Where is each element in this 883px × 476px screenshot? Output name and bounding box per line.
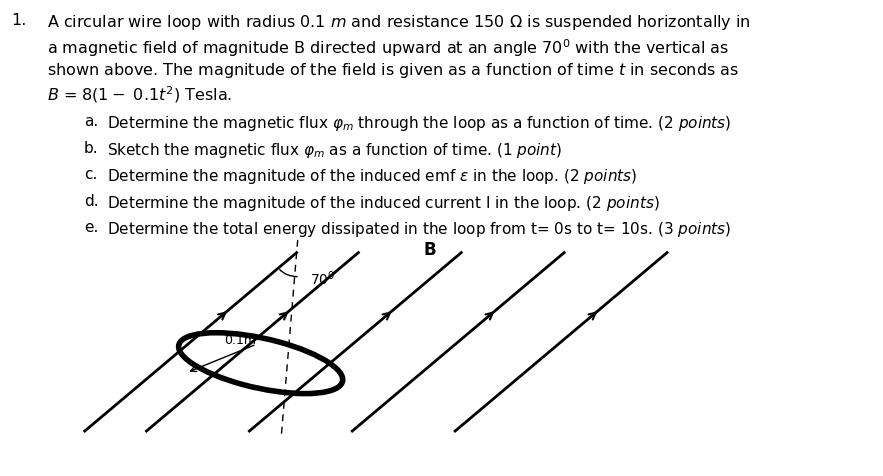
Text: Determine the total energy dissipated in the loop from t= 0s to t= 10s. $\mathit: Determine the total energy dissipated in… bbox=[107, 220, 731, 239]
Text: B: B bbox=[423, 241, 435, 259]
Text: 1.: 1. bbox=[11, 13, 26, 28]
Text: 0.1m: 0.1m bbox=[223, 333, 255, 346]
Text: a.: a. bbox=[84, 114, 98, 129]
Text: b.: b. bbox=[84, 140, 98, 156]
Text: A circular wire loop with radius $\mathit{0.1\ m}$ and resistance $\mathit{150\ : A circular wire loop with radius $\mathi… bbox=[47, 13, 751, 32]
Text: Determine the magnetic flux $\varphi_{m}$ through the loop as a function of time: Determine the magnetic flux $\varphi_{m}… bbox=[107, 114, 731, 133]
Text: d.: d. bbox=[84, 194, 98, 208]
Text: Sketch the magnetic flux $\varphi_{m}$ as a function of time. $\mathit{(1\ point: Sketch the magnetic flux $\varphi_{m}$ a… bbox=[107, 140, 562, 159]
Text: Determine the magnitude of the induced current I in the loop. $\mathit{(2\ point: Determine the magnitude of the induced c… bbox=[107, 194, 660, 212]
Text: $70^0$: $70^0$ bbox=[310, 269, 336, 288]
Text: a magnetic field of magnitude B directed upward at an angle $70^{0}$ with the ve: a magnetic field of magnitude B directed… bbox=[47, 37, 729, 59]
Text: $\mathit{B}$ = $\mathit{8(1-\ 0.1t^2)}$ Tesla.: $\mathit{B}$ = $\mathit{8(1-\ 0.1t^2)}$ … bbox=[47, 84, 232, 105]
Text: e.: e. bbox=[84, 220, 98, 235]
Text: c.: c. bbox=[84, 167, 97, 182]
Text: Determine the magnitude of the induced emf $\varepsilon$ in the loop. $\mathit{(: Determine the magnitude of the induced e… bbox=[107, 167, 638, 186]
Text: shown above. The magnitude of the field is given as a function of time $\mathit{: shown above. The magnitude of the field … bbox=[47, 60, 738, 79]
